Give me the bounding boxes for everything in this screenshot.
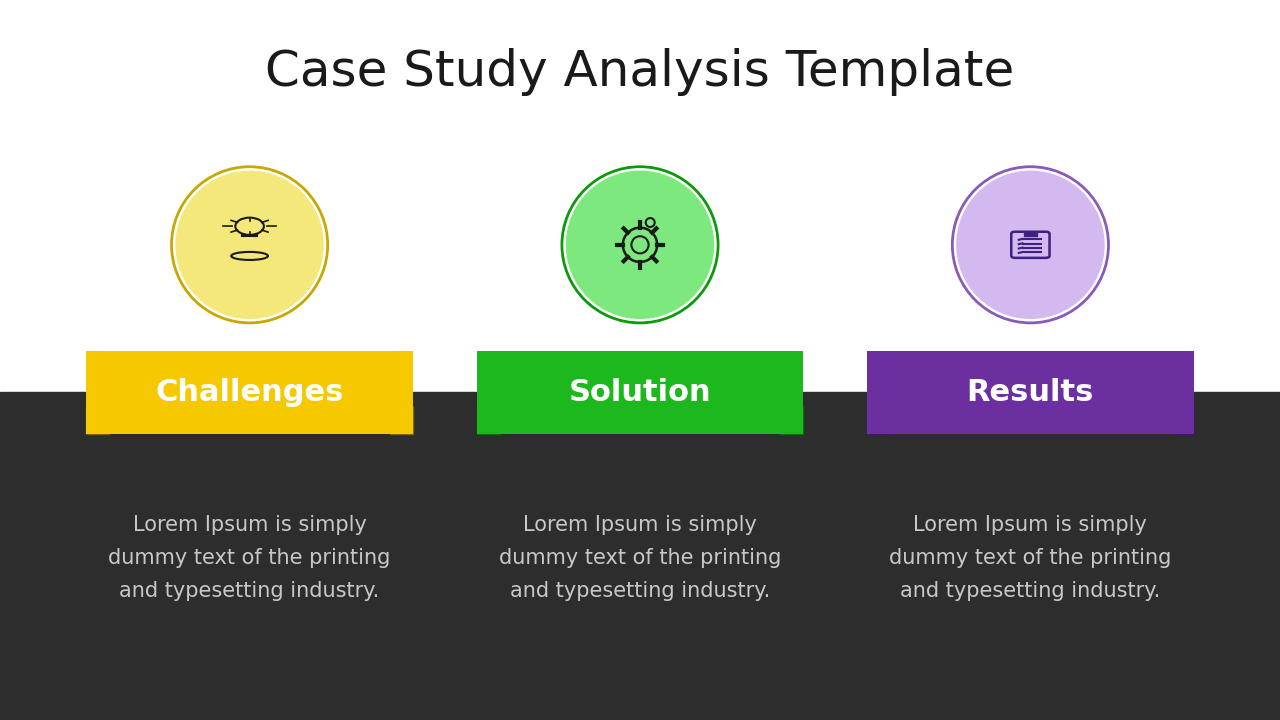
Text: Lorem Ipsum is simply
dummy text of the printing
and typesetting industry.: Lorem Ipsum is simply dummy text of the …: [109, 516, 390, 600]
Ellipse shape: [175, 171, 324, 319]
Text: Lorem Ipsum is simply
dummy text of the printing
and typesetting industry.: Lorem Ipsum is simply dummy text of the …: [890, 516, 1171, 600]
Text: Case Study Analysis Template: Case Study Analysis Template: [265, 48, 1015, 96]
Polygon shape: [780, 406, 804, 433]
Text: Results: Results: [966, 378, 1094, 407]
Text: Solution: Solution: [568, 378, 712, 407]
Bar: [0, 0, 1280, 392]
Bar: [1024, 233, 1037, 235]
Text: Challenges: Challenges: [155, 378, 344, 407]
Bar: [477, 351, 804, 433]
Text: Lorem Ipsum is simply
dummy text of the printing
and typesetting industry.: Lorem Ipsum is simply dummy text of the …: [499, 516, 781, 600]
Bar: [87, 351, 412, 433]
Ellipse shape: [956, 171, 1105, 319]
Bar: [0, 392, 1280, 720]
Polygon shape: [1171, 406, 1194, 433]
Polygon shape: [477, 406, 500, 433]
Ellipse shape: [566, 171, 714, 319]
Polygon shape: [389, 406, 412, 433]
Polygon shape: [868, 406, 891, 433]
Polygon shape: [87, 406, 110, 433]
Bar: [868, 351, 1193, 433]
